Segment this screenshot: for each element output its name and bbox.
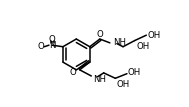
Text: O: O (38, 42, 45, 51)
Text: NH: NH (93, 75, 106, 84)
Text: O: O (96, 30, 103, 39)
Text: NH: NH (113, 38, 126, 47)
Text: OH: OH (148, 31, 161, 40)
Text: O: O (69, 68, 76, 77)
Text: OH: OH (116, 80, 129, 89)
Text: OH: OH (128, 68, 141, 77)
Text: OH: OH (136, 42, 149, 51)
Text: O: O (49, 35, 55, 44)
Text: N: N (49, 41, 55, 50)
